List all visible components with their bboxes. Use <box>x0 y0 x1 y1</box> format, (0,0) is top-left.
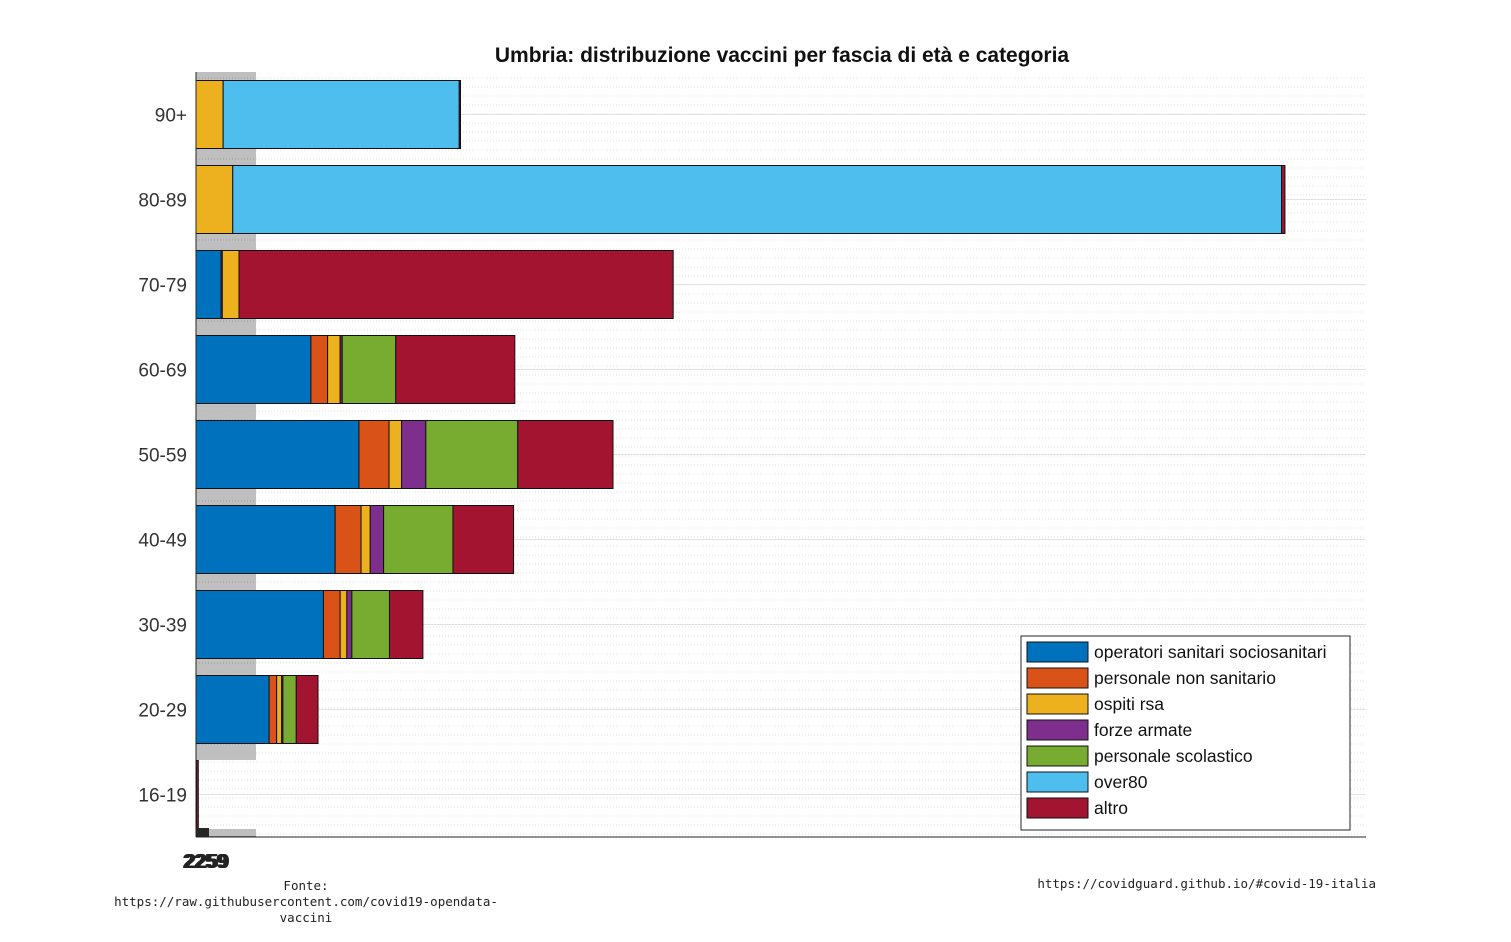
bar-segment <box>458 80 462 149</box>
x-tick-label: 2259 <box>184 851 229 873</box>
y-tick-label: 60-69 <box>138 361 187 382</box>
y-tick-label: 50-59 <box>138 446 187 467</box>
source-url[interactable]: https://raw.githubusercontent.com/covid1… <box>114 894 498 925</box>
bar-segment <box>341 335 397 404</box>
bar-segment <box>195 505 336 574</box>
legend-swatch <box>1026 667 1089 689</box>
bar-segment <box>222 80 460 149</box>
source-note: Fonte: https://raw.githubusercontent.com… <box>96 878 516 926</box>
bar-segment <box>346 590 353 659</box>
bar-segment <box>195 675 270 744</box>
bars <box>195 80 1286 829</box>
bar-segment <box>1281 165 1286 234</box>
x-axis-tick-block <box>196 828 209 837</box>
legend-label: ospiti rsa <box>1094 694 1164 714</box>
bar-segment <box>401 420 427 489</box>
bar-segment <box>195 250 222 319</box>
legend-swatch <box>1026 771 1089 793</box>
bar-segment <box>195 165 234 234</box>
legend-label: personale scolastico <box>1094 746 1253 766</box>
bar-segment <box>360 505 371 574</box>
y-tick-label: 30-39 <box>138 616 187 637</box>
x-tick-label: 2259 <box>185 851 230 873</box>
y-tick-label: 16-19 <box>138 786 187 807</box>
legend-label: personale non sanitario <box>1094 668 1276 688</box>
bar-segment <box>310 335 329 404</box>
bar-segment <box>295 675 319 744</box>
legend[interactable]: operatori sanitari sociosanitari personal… <box>1020 635 1351 831</box>
bar-segment <box>322 590 341 659</box>
bar-segment <box>334 505 362 574</box>
bar-segment <box>388 420 403 489</box>
bar-segment <box>517 420 614 489</box>
bar-segment <box>327 335 341 404</box>
bar-segment <box>232 165 1283 234</box>
bar-segment <box>388 590 424 659</box>
legend-swatch <box>1026 797 1089 819</box>
legend-swatch <box>1026 745 1089 767</box>
bar-segment <box>238 250 674 319</box>
x-tick-label: 2259 <box>183 851 228 873</box>
bar-segment <box>276 675 283 744</box>
legend-swatch <box>1026 719 1089 741</box>
y-tick-label: 70-79 <box>138 276 187 297</box>
legend-swatch <box>1026 641 1089 663</box>
legend-swatch <box>1026 693 1089 715</box>
legend-label: over80 <box>1094 772 1148 792</box>
bar-segment <box>196 760 199 829</box>
bar-segment <box>351 590 390 659</box>
y-tick-label: 90+ <box>155 106 187 127</box>
x-tick-label: 2259 <box>185 851 230 873</box>
site-url[interactable]: https://covidguard.github.io/#covid-19-i… <box>1037 876 1376 891</box>
chart-title: Umbria: distribuzione vaccini per fascia… <box>495 44 1070 67</box>
bar-segment <box>383 505 454 574</box>
y-tick-label: 80-89 <box>138 191 187 212</box>
legend-label: altro <box>1094 798 1128 818</box>
bar-segment <box>425 420 519 489</box>
bar-segment <box>195 80 224 149</box>
bar-segment <box>195 335 312 404</box>
bar-segment <box>369 505 385 574</box>
bar-segment <box>452 505 515 574</box>
bar-segment <box>282 675 297 744</box>
source-label: Fonte: <box>283 878 329 893</box>
y-tick-label: 40-49 <box>138 531 187 552</box>
bar-segment <box>195 420 360 489</box>
axes <box>195 72 1366 838</box>
bar-segment <box>339 590 348 659</box>
bar-segment <box>221 250 240 319</box>
bar-segment <box>268 675 278 744</box>
bar-segment <box>395 335 516 404</box>
y-tick-labels: 90+ 80-89 70-79 60-69 50-59 40-49 30-39 20-29 16… <box>138 106 187 807</box>
bar-segment <box>358 420 390 489</box>
y-tick-label: 20-29 <box>138 701 187 722</box>
legend-label: forze armate <box>1094 720 1192 740</box>
legend-label: operatori sanitari sociosanitari <box>1094 642 1326 662</box>
bar-segment <box>195 590 324 659</box>
